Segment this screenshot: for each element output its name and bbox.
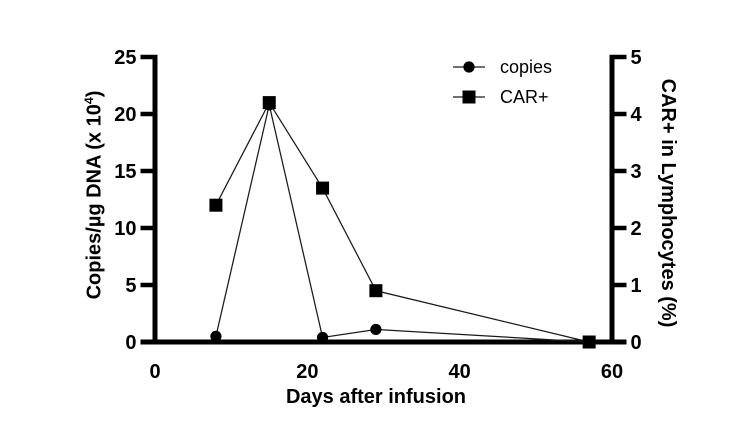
right-axis-title: CAR+ in Lymphocytes (%): [657, 78, 679, 328]
x-tick-label: 60: [601, 361, 623, 383]
left-tick-label: 20: [114, 104, 136, 126]
right-tick-label: 4: [631, 104, 643, 126]
x-tick-label: 0: [149, 361, 160, 383]
data-point-car: [582, 335, 596, 349]
legend-item-copies: copies: [452, 52, 552, 82]
x-axis-title: Days after infusion: [285, 386, 467, 408]
left-tick-label: 15: [114, 161, 136, 183]
left-tick-label: 0: [125, 332, 136, 354]
data-point-car: [209, 198, 223, 212]
left-tick-label: 5: [125, 275, 136, 297]
legend-item-car: CAR+: [452, 82, 552, 112]
legend-label-car: CAR+: [500, 87, 549, 107]
x-tick-label: 20: [296, 361, 318, 383]
right-tick-label: 2: [631, 218, 642, 240]
left-axis-title-close: ): [83, 90, 106, 98]
legend-label-copies: copies: [500, 57, 553, 77]
left-tick-label: 25: [114, 47, 136, 69]
legend: copies CAR+: [452, 52, 552, 112]
right-tick-label: 0: [631, 332, 642, 354]
data-point-copies: [316, 331, 329, 344]
x-tick-label: 40: [449, 361, 471, 383]
data-point-car: [316, 181, 330, 195]
data-point-copies: [370, 323, 382, 336]
circle-marker-icon: [453, 61, 485, 73]
data-point-car: [369, 284, 383, 298]
data-point-car: [262, 96, 276, 110]
series-line-copies: [215, 104, 590, 343]
square-marker-icon: [453, 90, 485, 104]
data-point-copies: [210, 330, 222, 342]
right-tick-label: 5: [631, 47, 642, 69]
right-tick-label: 1: [631, 275, 642, 297]
left-axis-title-text: Copies/µg DNA (x 10: [83, 104, 106, 300]
left-axis-title: Copies/µg DNA (x 104): [76, 35, 106, 355]
left-axis-title-exponent: 4: [82, 97, 96, 105]
series-line-car: [215, 101, 590, 343]
left-tick-label: 10: [114, 218, 136, 240]
right-tick-label: 3: [631, 161, 642, 183]
